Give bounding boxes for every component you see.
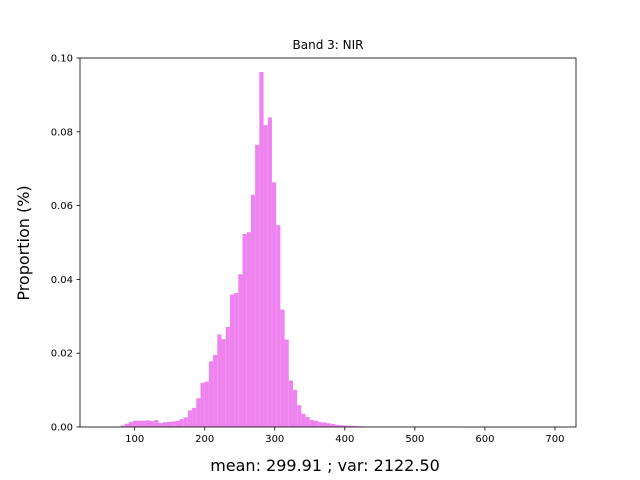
histogram-bar <box>267 117 272 427</box>
y-axis-ticks: 0.00 0.02 0.04 0.06 0.08 0.10 <box>51 54 80 434</box>
histogram-bar <box>305 417 310 427</box>
histogram-bar <box>284 339 289 427</box>
histogram-bar <box>196 398 201 427</box>
histogram-bar <box>313 420 319 427</box>
histogram-bar <box>263 125 268 428</box>
histogram-bar <box>133 420 138 427</box>
histogram-bar <box>242 234 247 427</box>
histogram-bar <box>208 361 214 427</box>
x-tick-label: 600 <box>475 434 494 445</box>
x-axis-label: mean: 299.91 ; var: 2122.50 <box>210 456 440 475</box>
x-tick-label: 100 <box>125 434 144 445</box>
histogram-bar <box>276 225 281 427</box>
histogram-bar <box>309 419 314 427</box>
histogram-bar <box>229 294 235 427</box>
histogram-bar <box>297 405 302 427</box>
plot-area-frame <box>79 57 577 428</box>
histogram-bar <box>259 72 264 427</box>
histogram-bar <box>187 410 193 427</box>
histogram-bar <box>221 339 226 427</box>
histogram-bar <box>171 421 176 427</box>
y-tick-label: 0.04 <box>51 275 73 286</box>
histogram-bar <box>162 422 167 427</box>
histogram-bar <box>238 274 243 427</box>
histogram-bar <box>292 389 298 427</box>
histogram-bar <box>183 417 188 427</box>
histogram-bar <box>141 420 146 427</box>
x-tick-label: 700 <box>545 434 564 445</box>
histogram-bar <box>326 423 331 427</box>
y-tick-label: 0.08 <box>51 127 73 138</box>
histogram-bar <box>137 420 142 427</box>
x-tick-label: 400 <box>335 434 354 445</box>
histogram-bar <box>339 425 344 427</box>
histogram-bar <box>120 425 125 427</box>
x-tick-label: 300 <box>265 434 284 445</box>
histogram-bar <box>318 422 323 427</box>
histogram-bar <box>322 422 327 427</box>
histogram-bar <box>124 423 130 427</box>
histogram-bar <box>179 419 184 427</box>
histogram-bar <box>330 424 336 427</box>
y-tick-label: 0.06 <box>51 201 73 212</box>
histogram-bar <box>158 422 163 427</box>
histogram-bar <box>301 413 306 427</box>
chart-title: Band 3: NIR <box>293 38 364 52</box>
histogram-bar <box>129 421 134 427</box>
histogram-bar <box>347 425 352 427</box>
histogram-bars <box>120 72 457 428</box>
histogram-bar <box>213 355 218 427</box>
histogram-bar <box>351 425 357 427</box>
x-axis-ticks: 100 200 300 400 500 600 700 <box>125 427 565 445</box>
histogram-bar <box>175 420 180 427</box>
histogram-bar <box>255 144 260 427</box>
histogram-bar <box>280 309 285 427</box>
y-axis-label: Proportion (%) <box>14 185 33 300</box>
y-tick-label: 0.10 <box>51 54 73 65</box>
histogram-bar <box>250 194 256 427</box>
x-tick-label: 200 <box>195 434 214 445</box>
histogram-bar <box>145 420 151 427</box>
histogram-bar <box>234 293 239 427</box>
histogram-bar <box>288 380 293 427</box>
histogram-bar <box>246 232 251 427</box>
histogram-bar <box>192 407 197 427</box>
y-tick-label: 0.02 <box>51 349 73 360</box>
histogram-bar <box>204 381 209 427</box>
x-tick-label: 500 <box>405 434 424 445</box>
histogram-bar <box>335 424 340 427</box>
histogram-bar <box>225 327 230 427</box>
histogram-bar <box>217 334 222 427</box>
histogram-bar <box>150 421 155 427</box>
histogram-bar <box>343 425 348 427</box>
histogram-bar <box>271 182 277 427</box>
y-tick-label: 0.00 <box>51 423 73 434</box>
histogram-bar <box>154 419 159 427</box>
histogram-bar <box>200 382 205 427</box>
histogram-bar <box>166 421 172 427</box>
